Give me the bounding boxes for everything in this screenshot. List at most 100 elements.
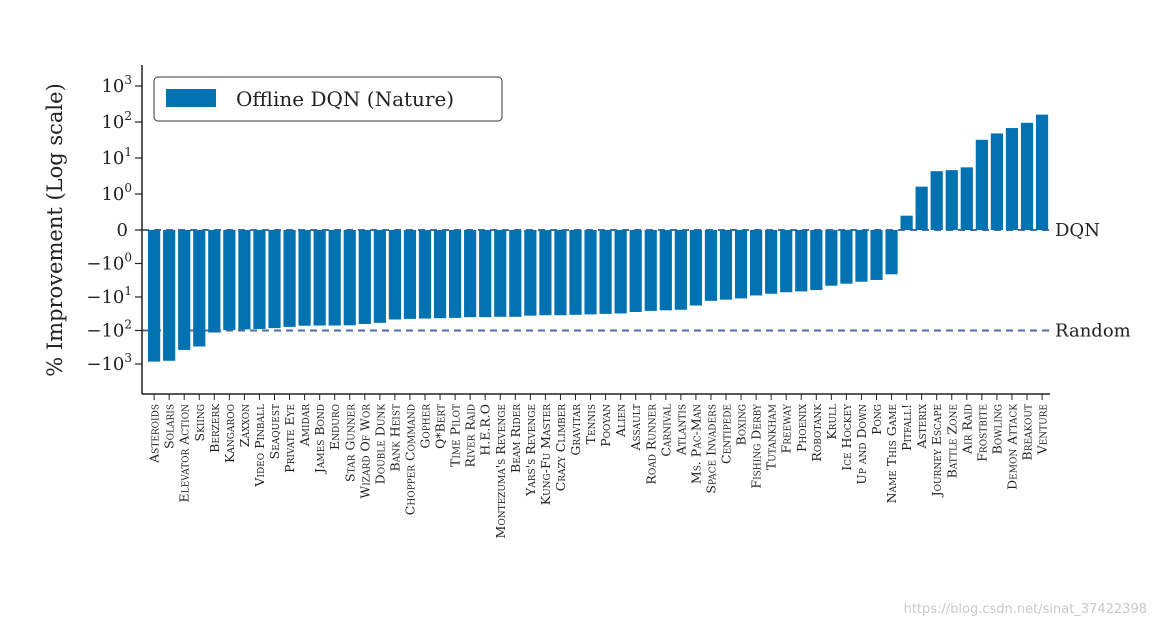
x-tick-label: Freeway [779,403,794,454]
x-tick-label: Asteroids [147,404,162,464]
bar [644,230,657,311]
bar [584,230,597,315]
bar [945,170,958,230]
x-tick-label: Tennis [583,404,598,444]
bar [1020,122,1034,230]
bar [1005,128,1019,230]
bar [1035,114,1049,230]
bar [343,230,356,326]
bar [810,230,823,291]
bar [223,230,236,331]
legend-box [153,76,503,122]
reference-labels: DQN Random [1055,220,1131,342]
x-tick-label: Ice Hockey [839,403,854,471]
y-tick-label: −100 [86,251,132,275]
x-tick-label: Beam Rider [508,404,523,473]
x-tick-label: Centipede [719,404,734,464]
x-tick-label: Montezuma's Revenge [493,404,508,538]
y-tick-label: 0 [117,220,128,241]
reference-label-random: Random [1055,321,1131,342]
bar [855,230,868,282]
y-axis-label: % Improvement (Log scale) [43,83,67,377]
bar [795,230,808,292]
bar [825,230,838,286]
bar [509,230,522,317]
bar [539,230,552,316]
reference-lines [142,229,1050,332]
bar [704,230,718,301]
x-tick-label: Alien [613,404,628,438]
y-ticks: 103 102 101 100 0 −100 −101 −102 −103 [86,73,142,375]
x-tick-label: Bank Heist [387,404,402,471]
bar [268,230,281,329]
x-tick-label: Skiing [192,404,207,441]
x-tick-label: Space Invaders [703,404,718,494]
bar [554,230,567,316]
bar [418,230,432,319]
bar [569,230,582,315]
x-tick-label: Bowling [989,404,1004,454]
x-tick-label: Amidar [297,404,312,448]
x-tick-label: Time Pilot [448,404,463,467]
bar [433,230,447,319]
bar [464,230,477,318]
bar [388,230,401,320]
x-tick-label: Robotank [809,404,824,462]
bar [870,230,883,280]
x-tick-label: Private Eye [282,404,297,473]
x-tick-label: Boxing [734,404,749,445]
bar [358,230,371,325]
x-tick-label: James Bond [312,404,327,475]
x-tick-label: Fishing Derby [749,403,764,489]
x-tick-label: Carnival [658,404,673,457]
bar [765,230,778,294]
bars [148,114,1049,362]
bar [208,230,221,333]
x-tick-label: Gopher [418,404,433,449]
x-tick-label: Air Raid [959,404,974,455]
bar [178,230,191,350]
bar [298,230,311,326]
y-tick-label: 100 [101,181,132,205]
bar [840,230,853,284]
x-tick-label: Double Dunk [372,404,387,485]
x-tick-label: Enduro [327,404,342,450]
y-tick-label: 101 [101,145,132,169]
bar [750,230,763,296]
x-tick-label: Up and Down [854,404,869,485]
watermark: https://blog.csdn.net/sinat_37422398 [903,602,1147,617]
bar [479,230,492,318]
x-tick-label: Atlantis [673,404,688,456]
y-tick-label: −102 [86,318,132,342]
x-tick-label: Chopper Command [402,404,417,515]
bar [238,230,251,330]
x-tick-label: Asterix [914,403,929,449]
x-tick-label: Solaris [162,404,177,449]
y-tick-label: 102 [101,109,132,133]
y-tick-label: −101 [86,284,132,308]
x-tick-label: Battle Zone [944,404,959,478]
bar [915,186,928,230]
bar [734,230,748,299]
bar [494,230,507,317]
bar [328,230,341,326]
bar [148,230,161,362]
x-tick-label: Journey Escape [929,404,944,498]
bar [930,171,943,230]
x-tick-label: Kangaroo [222,404,237,463]
x-tick-label: H.E.R.O [478,404,493,456]
x-tick-label: Phoenix [794,403,809,452]
x-tick-label: Elevator Action [177,404,192,503]
x-tick-label: Yars's Revenge [523,404,538,497]
bar [403,230,417,319]
bar [674,230,687,310]
x-tick-label: Tutankham [764,404,779,470]
x-tick-label: Seaquest [267,404,282,459]
x-tick-label: Berzerk [207,404,222,453]
bar [990,133,1003,230]
x-tick-label: Name This Game [884,404,899,503]
legend: Offline DQN (Nature) [153,76,503,122]
bar [719,230,733,300]
bar [193,230,206,347]
